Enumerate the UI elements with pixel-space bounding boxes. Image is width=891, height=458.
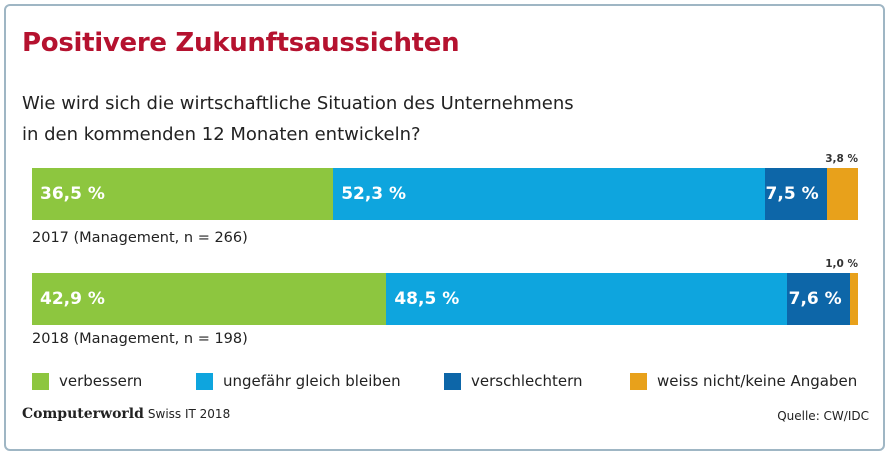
chart-title: Positivere Zukunftsaussichten [22, 28, 460, 58]
bar-row-1: 42,9 % 48,5 % 7,6 % [32, 273, 858, 325]
subtitle-line-1: Wie wird sich die wirtschaftliche Situat… [22, 93, 574, 114]
category-label-1: 2018 (Management, n = 198) [32, 331, 248, 347]
legend-label-weissnicht: weiss nicht/keine Angaben [657, 372, 858, 390]
bar-segment-verbessern: 36,5 % [32, 168, 334, 220]
data-label-verbessern: 42,9 % [40, 289, 105, 309]
legend-item-gleich: ungefähr gleich bleiben [196, 372, 401, 390]
chart-frame [4, 4, 885, 451]
data-label-verbessern: 36,5 % [40, 184, 105, 204]
bar-segment-weissnicht [826, 168, 858, 220]
legend-swatch-weissnicht [630, 372, 647, 390]
legend: verbessern ungefähr gleich bleiben versc… [32, 372, 862, 394]
bar-segment-gleich: 48,5 % [386, 273, 787, 325]
footer-brand: Computerworld Swiss IT 2018 [22, 406, 230, 422]
data-label-weissnicht: 1,0 % [825, 258, 858, 270]
legend-item-weissnicht: weiss nicht/keine Angaben [630, 372, 857, 390]
data-label-gleich: 48,5 % [394, 289, 460, 309]
data-label-weissnicht: 3,8 % [825, 153, 858, 165]
bar-segment-verbessern: 42,9 % [32, 273, 387, 325]
bar-segment-weissnicht [849, 273, 858, 325]
brand-edition: Swiss IT 2018 [147, 407, 231, 421]
legend-item-verbessern: verbessern [32, 372, 142, 390]
bar-row-0: 36,5 % 52,3 % 7,5 % [32, 168, 858, 220]
chart-subtitle: Wie wird sich die wirtschaftliche Situat… [22, 88, 642, 150]
footer-source: Quelle: CW/IDC [777, 409, 869, 423]
category-label-0: 2017 (Management, n = 266) [32, 230, 248, 246]
legend-swatch-gleich [196, 372, 213, 390]
legend-swatch-verschlechtern [444, 372, 461, 390]
legend-label-verschlechtern: verschlechtern [471, 372, 583, 390]
legend-item-verschlechtern: verschlechtern [444, 372, 583, 390]
data-label-gleich: 52,3 % [341, 184, 407, 204]
bar-segment-verschlechtern: 7,5 % [764, 168, 827, 220]
legend-label-gleich: ungefähr gleich bleiben [223, 372, 401, 390]
bar-segment-gleich: 52,3 % [333, 168, 765, 220]
bar-segment-verschlechtern: 7,6 % [786, 273, 850, 325]
brand-name: Computerworld [22, 406, 144, 422]
legend-swatch-verbessern [32, 372, 49, 390]
subtitle-line-2: in den kommenden 12 Monaten entwickeln? [22, 124, 421, 145]
legend-label-verbessern: verbessern [59, 372, 143, 390]
data-label-verschlechtern: 7,5 % [765, 184, 819, 204]
data-label-verschlechtern: 7,6 % [788, 289, 842, 309]
